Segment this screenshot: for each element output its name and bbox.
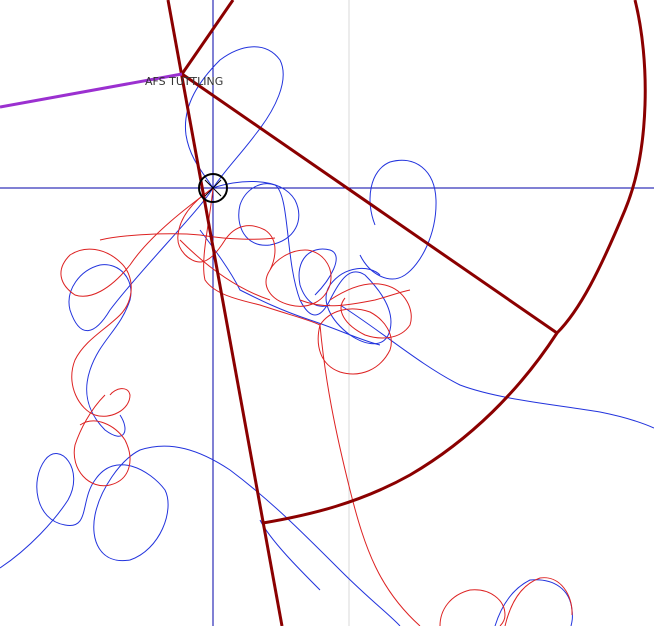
red-track [504, 577, 573, 626]
boundary-group [166, 0, 647, 626]
boundary-line [180, 0, 235, 75]
blue-track [184, 46, 284, 189]
blue-track [68, 187, 214, 437]
boundary-line [166, 0, 284, 626]
blue-track [199, 229, 381, 346]
red-track [439, 589, 506, 626]
blue-track-group [0, 46, 654, 626]
center-cross [204, 179, 222, 197]
route-line [0, 72, 183, 109]
red-track [299, 289, 411, 307]
boundary-line [181, 72, 558, 335]
center-marker[interactable] [198, 173, 228, 203]
blue-track [0, 445, 401, 626]
center-ring [198, 173, 228, 203]
red-track [99, 233, 276, 241]
red-track [60, 187, 214, 417]
blue-track [494, 579, 573, 626]
red-track-group [60, 187, 573, 626]
red-track [317, 308, 421, 626]
blue-track [339, 304, 654, 429]
blue-track [359, 159, 437, 280]
red-track [329, 283, 412, 339]
waypoint-label: AFS TUTTLING [145, 75, 223, 88]
red-track [73, 394, 131, 487]
blue-track [298, 248, 337, 307]
red-track [179, 239, 271, 301]
blue-track [212, 181, 392, 345]
boundary-arc [262, 0, 647, 525]
red-track [177, 187, 332, 307]
